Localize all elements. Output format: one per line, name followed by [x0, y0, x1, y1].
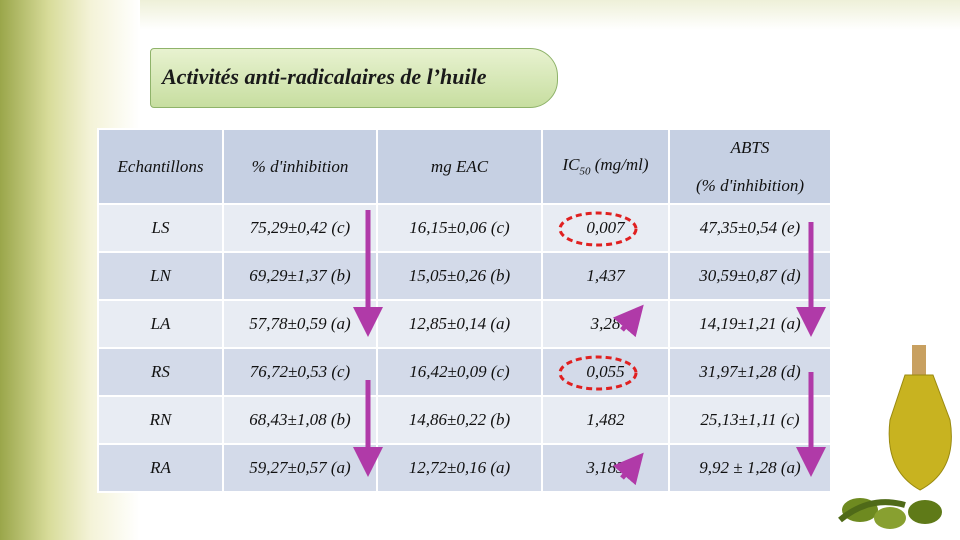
table-cell: 12,85±0,14 (a) — [376, 299, 543, 349]
table-cell: RN — [97, 395, 224, 445]
table-cell: LN — [97, 251, 224, 301]
table-row: RN 68,43±1,08 (b) 14,86±0,22 (b) 1,482 25,13… — [97, 395, 832, 445]
table-cell: 76,72±0,53 (c) — [222, 347, 378, 397]
header-cell: IC50 (mg/ml) — [541, 128, 670, 205]
header-subscript: 50 — [579, 165, 591, 178]
table-cell: 16,15±0,06 (c) — [376, 203, 543, 253]
table-cell: 68,43±1,08 (b) — [222, 395, 378, 445]
table-row: RS 76,72±0,53 (c) 16,42±0,09 (c) 0,055 31,97… — [97, 347, 832, 397]
highlight — [558, 355, 638, 391]
table-cell: 0,055 — [541, 347, 670, 397]
table-cell: 15,05±0,26 (b) — [376, 251, 543, 301]
header-cell: ABTS (% d'inhibition) — [668, 128, 832, 205]
table-row: LS 75,29±0,42 (c) 16,15±0,06 (c) 0,007 47,35… — [97, 203, 832, 253]
table-cell: 16,42±0,09 (c) — [376, 347, 543, 397]
table-cell: 31,97±1,28 (d) — [668, 347, 832, 397]
table-cell: 59,27±0,57 (a) — [222, 443, 378, 493]
table-cell: LA — [97, 299, 224, 349]
table-cell: 75,29±0,42 (c) — [222, 203, 378, 253]
header-row: Echantillons% d'inhibition mg EAC IC50 (mg… — [97, 128, 832, 205]
table-cell: 47,35±0,54 (e) — [668, 203, 832, 253]
table: Echantillons% d'inhibition mg EAC IC50 (mg… — [97, 128, 832, 493]
table-row: LA 57,78±0,59 (a) 12,85±0,14 (a) 3,28 14,19±… — [97, 299, 832, 349]
header-text: ABTS — [730, 137, 770, 157]
table-cell: 57,78±0,59 (a) — [222, 299, 378, 349]
table-cell: 69,29±1,37 (b) — [222, 251, 378, 301]
table-cell: 14,86±0,22 (b) — [376, 395, 543, 445]
table-cell: 0,007 — [541, 203, 670, 253]
table-cell: 25,13±1,11 (c) — [668, 395, 832, 445]
title: Activités anti-radicalaires de l’huile — [162, 64, 487, 89]
header-unit: (mg/ml) — [594, 155, 649, 175]
header-cell: mg EAC — [376, 128, 543, 205]
highlight — [558, 211, 638, 247]
table-cell: 3,28 — [541, 299, 670, 349]
arrow — [612, 452, 644, 486]
header-unit: (% d'inhibition) — [696, 175, 804, 195]
table-row: RA 59,27±0,57 (a) 12,72±0,16 (a) 3,183 9,92 … — [97, 443, 832, 493]
decor-stripe — [140, 0, 960, 30]
table-row: LN 69,29±1,37 (b) 15,05±0,26 (b) 1,437 30,59… — [97, 251, 832, 301]
table-cell: 1,482 — [541, 395, 670, 445]
header-cell: % d'inhibition — [222, 128, 378, 205]
table-cell: RS — [97, 347, 224, 397]
table-cell: 1,437 — [541, 251, 670, 301]
table-cell: 12,72±0,16 (a) — [376, 443, 543, 493]
header-text: IC — [562, 155, 580, 175]
title-box — [150, 48, 558, 108]
table-cell: RA — [97, 443, 224, 493]
oil-bottle — [838, 345, 952, 529]
table-cell: 30,59±0,87 (d) — [668, 251, 832, 301]
table-cell: LS — [97, 203, 224, 253]
header-cell: Echantillons — [97, 128, 224, 205]
arrow — [612, 304, 644, 338]
